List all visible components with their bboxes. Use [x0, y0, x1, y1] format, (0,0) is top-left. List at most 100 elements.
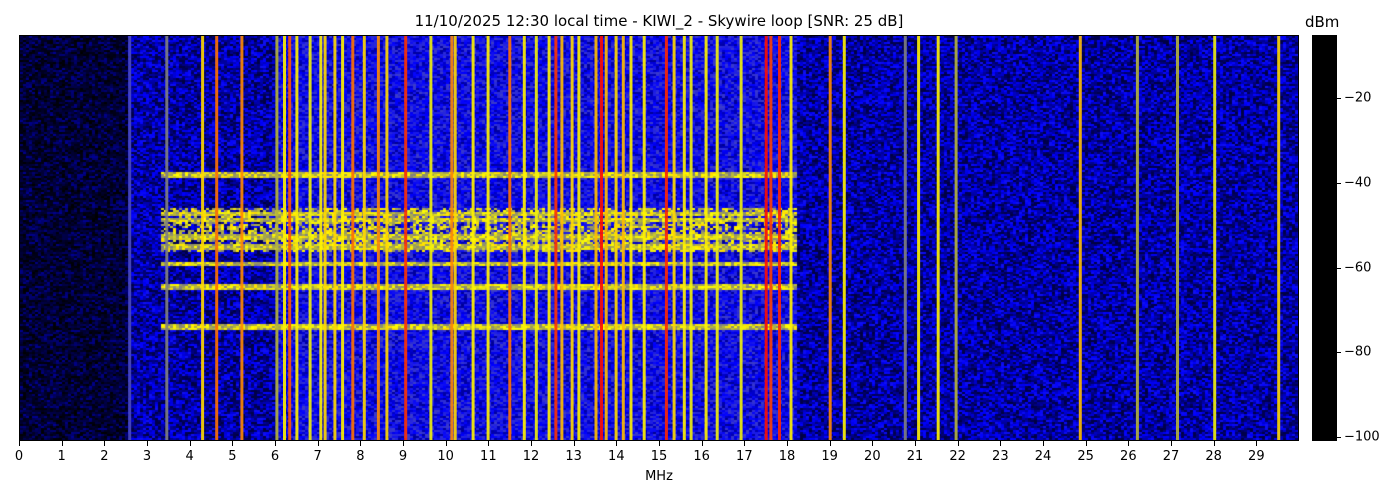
signal-line	[936, 36, 940, 440]
x-tick	[701, 441, 703, 446]
colorbar-label: dBm	[1305, 13, 1340, 31]
x-tick	[1085, 441, 1087, 446]
colorbar-tick-label: −100	[1344, 429, 1380, 445]
signal-line	[1277, 36, 1281, 440]
x-tick-label: 4	[185, 449, 194, 464]
x-tick-label: 18	[778, 449, 796, 464]
x-tick-label: 3	[142, 449, 152, 464]
signal-line	[903, 36, 907, 440]
x-tick-label: 26	[1120, 449, 1137, 464]
colorbar-tick-label: −60	[1344, 260, 1372, 276]
signal-line	[664, 36, 668, 440]
x-tick-label: 19	[821, 449, 838, 464]
noise-floor-raster	[20, 36, 1298, 440]
signal-line	[554, 36, 558, 440]
x-tick-label: 15	[650, 449, 668, 464]
signal-line	[789, 36, 793, 440]
colorbar-tick	[1337, 436, 1341, 438]
signal-line	[682, 36, 686, 440]
x-tick	[744, 441, 746, 446]
x-tick-label: 21	[906, 449, 924, 464]
colorbar-tick	[1337, 183, 1341, 185]
x-tick-label: 1	[57, 449, 66, 464]
signal-line	[362, 36, 366, 440]
signal-line	[769, 36, 773, 440]
signal-line	[764, 36, 768, 440]
signal-line	[547, 36, 551, 440]
signal-line	[600, 36, 603, 440]
x-tick-label: 16	[693, 449, 710, 464]
signal-line	[308, 36, 312, 440]
signal-line	[614, 36, 618, 440]
x-tick-label: 9	[398, 449, 408, 464]
colorbar	[1312, 35, 1337, 441]
x-tick-label: 28	[1205, 449, 1222, 464]
x-tick	[1000, 441, 1002, 446]
signal-line	[522, 36, 526, 440]
signal-line	[1176, 36, 1179, 440]
signal-line	[594, 36, 598, 440]
signal-line	[215, 36, 219, 440]
signal-line	[240, 36, 244, 440]
x-tick-label: 8	[356, 449, 365, 464]
signal-line	[471, 36, 475, 440]
signal-line	[453, 36, 457, 440]
signal-line	[341, 36, 345, 440]
x-tick	[1256, 441, 1258, 446]
signal-line	[739, 36, 743, 440]
x-tick	[915, 441, 916, 446]
x-tick-label: 10	[437, 449, 454, 464]
signal-line	[1135, 36, 1139, 440]
signal-line	[319, 36, 323, 440]
x-tick-label: 29	[1248, 449, 1265, 464]
x-tick	[317, 441, 319, 446]
x-tick	[1128, 441, 1130, 446]
signal-line	[629, 36, 633, 440]
x-tick	[488, 441, 490, 446]
signal-line	[642, 36, 646, 440]
x-tick	[1171, 441, 1172, 446]
x-tick	[147, 441, 148, 446]
signal-line	[842, 36, 846, 440]
colorbar-tick-label: −80	[1344, 344, 1372, 360]
x-tick	[957, 441, 959, 446]
signal-line	[351, 36, 355, 440]
x-tick	[19, 441, 20, 446]
x-tick	[403, 441, 404, 446]
signal-line	[128, 36, 132, 440]
signal-line	[165, 36, 169, 440]
signal-line	[560, 36, 564, 440]
x-tick	[232, 441, 234, 446]
signal-layer	[128, 36, 1281, 440]
x-tick-label: 0	[14, 449, 24, 464]
signal-line	[954, 36, 958, 440]
x-tick	[872, 441, 874, 446]
signal-line	[715, 36, 719, 440]
x-tick-label: 24	[1034, 449, 1052, 464]
signal-line	[376, 36, 380, 440]
x-tick-label: 7	[313, 449, 322, 464]
x-tick-label: 2	[100, 449, 109, 464]
signal-line	[828, 36, 832, 440]
x-tick-label: 23	[992, 449, 1009, 464]
signal-line	[604, 36, 608, 440]
chart-title: 11/10/2025 12:30 local time - KIWI_2 - S…	[414, 12, 904, 30]
signal-line	[570, 36, 574, 440]
x-tick	[189, 441, 191, 446]
x-tick-label: 25	[1077, 449, 1094, 464]
x-tick-label: 13	[565, 449, 582, 464]
signal-line	[295, 36, 299, 440]
x-tick	[1213, 441, 1215, 446]
signal-line	[704, 36, 708, 440]
signal-line	[689, 36, 693, 440]
x-tick-label: 17	[736, 449, 753, 464]
signal-line	[333, 36, 337, 440]
x-tick	[104, 441, 106, 446]
colorbar-tick-label: −20	[1344, 90, 1372, 106]
signal-line	[577, 36, 581, 440]
x-tick	[659, 441, 660, 446]
x-axis-label: MHz	[645, 469, 673, 484]
x-tick	[573, 441, 575, 446]
x-tick	[275, 441, 276, 446]
x-tick	[360, 441, 362, 446]
